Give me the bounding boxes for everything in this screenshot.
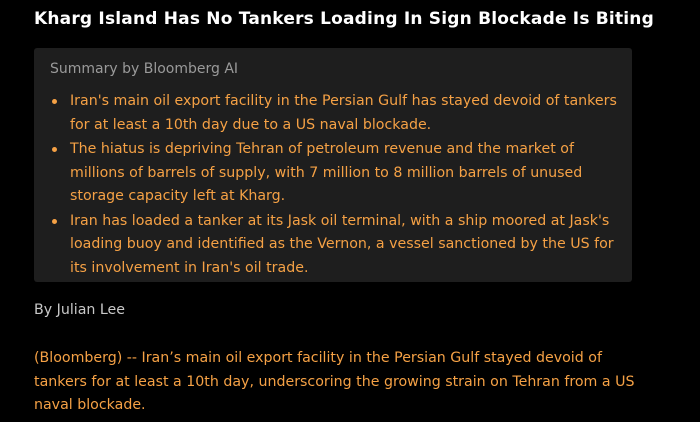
- summary-bullet: Iran's main oil export facility in the P…: [50, 90, 620, 137]
- summary-bullet: The hiatus is depriving Tehran of petrol…: [50, 138, 620, 209]
- summary-list: Iran's main oil export facility in the P…: [50, 90, 620, 281]
- summary-label: Summary by Bloomberg AI: [50, 61, 239, 77]
- summary-bullet: Iran has loaded a tanker at its Jask oil…: [50, 210, 620, 281]
- headline: Kharg Island Has No Tankers Loading In S…: [34, 9, 654, 29]
- byline[interactable]: By Julian Lee: [34, 302, 126, 318]
- body-text: (Bloomberg) -- Iran’s main oil export fa…: [34, 350, 635, 413]
- summary-box: Summary by Bloomberg AI Iran's main oil …: [34, 48, 632, 282]
